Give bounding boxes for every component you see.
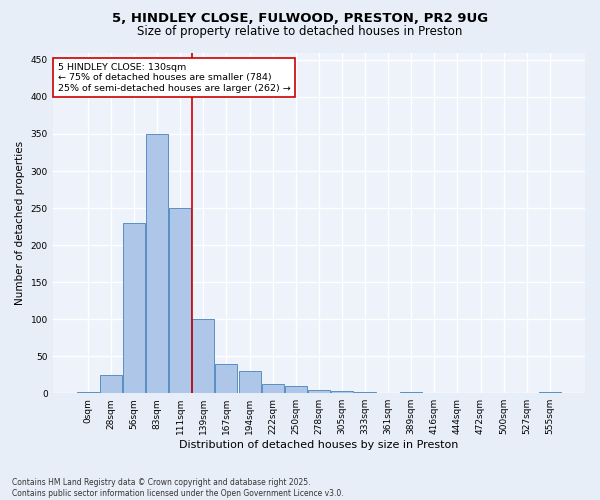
Bar [400,392,422,393]
Text: Contains HM Land Registry data © Crown copyright and database right 2025.
Contai: Contains HM Land Registry data © Crown c… [12,478,344,498]
Bar [539,392,561,393]
Text: 5 HINDLEY CLOSE: 130sqm
← 75% of detached houses are smaller (784)
25% of semi-d: 5 HINDLEY CLOSE: 130sqm ← 75% of detache… [58,62,291,92]
X-axis label: Distribution of detached houses by size in Preston: Distribution of detached houses by size … [179,440,458,450]
Text: Size of property relative to detached houses in Preston: Size of property relative to detached ho… [137,25,463,38]
Y-axis label: Number of detached properties: Number of detached properties [15,141,25,305]
Bar [331,391,353,393]
Bar [262,384,284,393]
Text: 5, HINDLEY CLOSE, FULWOOD, PRESTON, PR2 9UG: 5, HINDLEY CLOSE, FULWOOD, PRESTON, PR2 … [112,12,488,26]
Bar [146,134,168,393]
Bar [193,319,214,393]
Bar [100,374,122,393]
Bar [77,392,99,393]
Bar [285,386,307,393]
Bar [215,364,238,393]
Bar [123,223,145,393]
Bar [354,392,376,393]
Bar [169,208,191,393]
Bar [308,390,330,393]
Bar [239,371,260,393]
